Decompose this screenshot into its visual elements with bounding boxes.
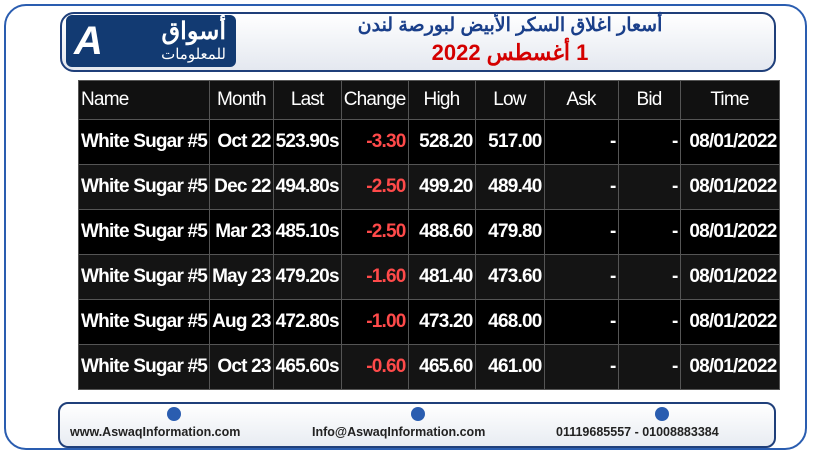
- table-row: White Sugar #5 Aug 23 472.80s -1.00 473.20 46…: [77, 299, 780, 345]
- table-cell: -: [543, 299, 619, 345]
- column-header: Bid: [617, 80, 681, 120]
- table-cell: 465.60s: [272, 344, 342, 390]
- table-cell: 479.20s: [272, 254, 342, 300]
- table-cell: 523.90s: [272, 119, 342, 165]
- table-row: White Sugar #5 May 23 479.20s -1.60 481.40 47…: [77, 254, 780, 300]
- column-header: Time: [679, 80, 780, 120]
- table-cell: 468.00: [474, 299, 545, 345]
- table-cell: -1.60: [340, 254, 409, 300]
- table-cell: -: [543, 164, 619, 210]
- table-cell: 461.00: [474, 344, 545, 390]
- website: www.AswaqInformation.com: [70, 425, 241, 439]
- table-cell: -2.50: [340, 209, 409, 255]
- logo-mark: A: [74, 19, 103, 63]
- table-cell: 473.20: [407, 299, 476, 345]
- table-cell: 472.80s: [272, 299, 342, 345]
- table-cell: White Sugar #5: [77, 299, 211, 345]
- table-cell: -: [617, 344, 681, 390]
- table-cell: Dec 22: [209, 164, 274, 210]
- table-cell: -: [617, 299, 681, 345]
- table-cell: 481.40: [407, 254, 476, 300]
- table-cell: 517.00: [474, 119, 545, 165]
- table-cell: 485.10s: [272, 209, 342, 255]
- table-cell: -: [617, 254, 681, 300]
- table-cell: Oct 22: [209, 119, 274, 165]
- table-cell: 479.80: [474, 209, 545, 255]
- mail-icon: [411, 407, 425, 421]
- column-header: Month: [209, 80, 274, 120]
- table-cell: 08/01/2022: [679, 254, 780, 300]
- table-cell: White Sugar #5: [77, 164, 211, 210]
- column-header: Change: [340, 80, 409, 120]
- table-cell: 488.60: [407, 209, 476, 255]
- table-cell: -2.50: [340, 164, 409, 210]
- date: 1 أغسطس 2022: [431, 40, 589, 65]
- logo-sub: للمعلومات: [161, 46, 226, 63]
- table-row: White Sugar #5 Mar 23 485.10s -2.50 488.60 47…: [77, 209, 780, 255]
- table-cell: Mar 23: [209, 209, 274, 255]
- price-table: Name Month Last Change High Low Ask Bid Time Whit…: [77, 80, 780, 390]
- table-cell: -: [543, 344, 619, 390]
- table-row: White Sugar #5 Oct 23 465.60s -0.60 465.60 46…: [77, 344, 780, 390]
- table-cell: -: [543, 209, 619, 255]
- logo-main: أسواق: [161, 18, 226, 45]
- table-cell: White Sugar #5: [77, 119, 211, 165]
- web-icon: [167, 407, 181, 421]
- column-header: Low: [474, 80, 545, 120]
- header-row: Name Month Last Change High Low Ask Bid Time: [77, 80, 780, 120]
- table-cell: White Sugar #5: [77, 344, 211, 390]
- table-cell: -: [543, 119, 619, 165]
- table-cell: 489.40: [474, 164, 545, 210]
- table-cell: 08/01/2022: [679, 119, 780, 165]
- table-cell: White Sugar #5: [77, 254, 211, 300]
- table-cell: -0.60: [340, 344, 409, 390]
- phone-icon: [655, 407, 669, 421]
- table-cell: White Sugar #5: [77, 209, 211, 255]
- table-cell: -3.30: [340, 119, 409, 165]
- table-cell: 08/01/2022: [679, 344, 780, 390]
- table-cell: 465.60: [407, 344, 476, 390]
- frame: [4, 4, 807, 450]
- table-cell: 08/01/2022: [679, 299, 780, 345]
- column-header: High: [407, 80, 476, 120]
- table-cell: -: [543, 254, 619, 300]
- column-header: Ask: [543, 80, 619, 120]
- table-row: White Sugar #5 Oct 22 523.90s -3.30 528.20 51…: [77, 119, 780, 165]
- email: Info@AswaqInformation.com: [312, 425, 486, 439]
- table-cell: 08/01/2022: [679, 209, 780, 255]
- column-header: Last: [272, 80, 342, 120]
- title: أسعار اغلاق السكر الأبيض لبورصة لندن: [357, 15, 663, 36]
- table-cell: 494.80s: [272, 164, 342, 210]
- table-cell: -1.00: [340, 299, 409, 345]
- table-cell: -: [617, 209, 681, 255]
- table-cell: -: [617, 119, 681, 165]
- phones: 01119685557 - 01008883384: [556, 425, 719, 439]
- table-cell: 08/01/2022: [679, 164, 780, 210]
- table-row: White Sugar #5 Dec 22 494.80s -2.50 499.20 48…: [77, 164, 780, 210]
- table-cell: 528.20: [407, 119, 476, 165]
- logo: A أسواق للمعلومات: [66, 15, 236, 67]
- table-cell: Oct 23: [209, 344, 274, 390]
- column-header: Name: [77, 80, 211, 120]
- table-cell: -: [617, 164, 681, 210]
- table-cell: 499.20: [407, 164, 476, 210]
- table-cell: 473.60: [474, 254, 545, 300]
- table-cell: May 23: [209, 254, 274, 300]
- table-cell: Aug 23: [209, 299, 274, 345]
